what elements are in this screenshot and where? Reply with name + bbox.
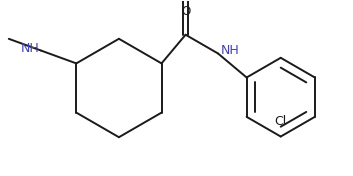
Text: NH: NH bbox=[20, 42, 39, 55]
Text: NH: NH bbox=[221, 44, 240, 57]
Text: Cl: Cl bbox=[275, 115, 287, 128]
Text: O: O bbox=[181, 5, 190, 18]
